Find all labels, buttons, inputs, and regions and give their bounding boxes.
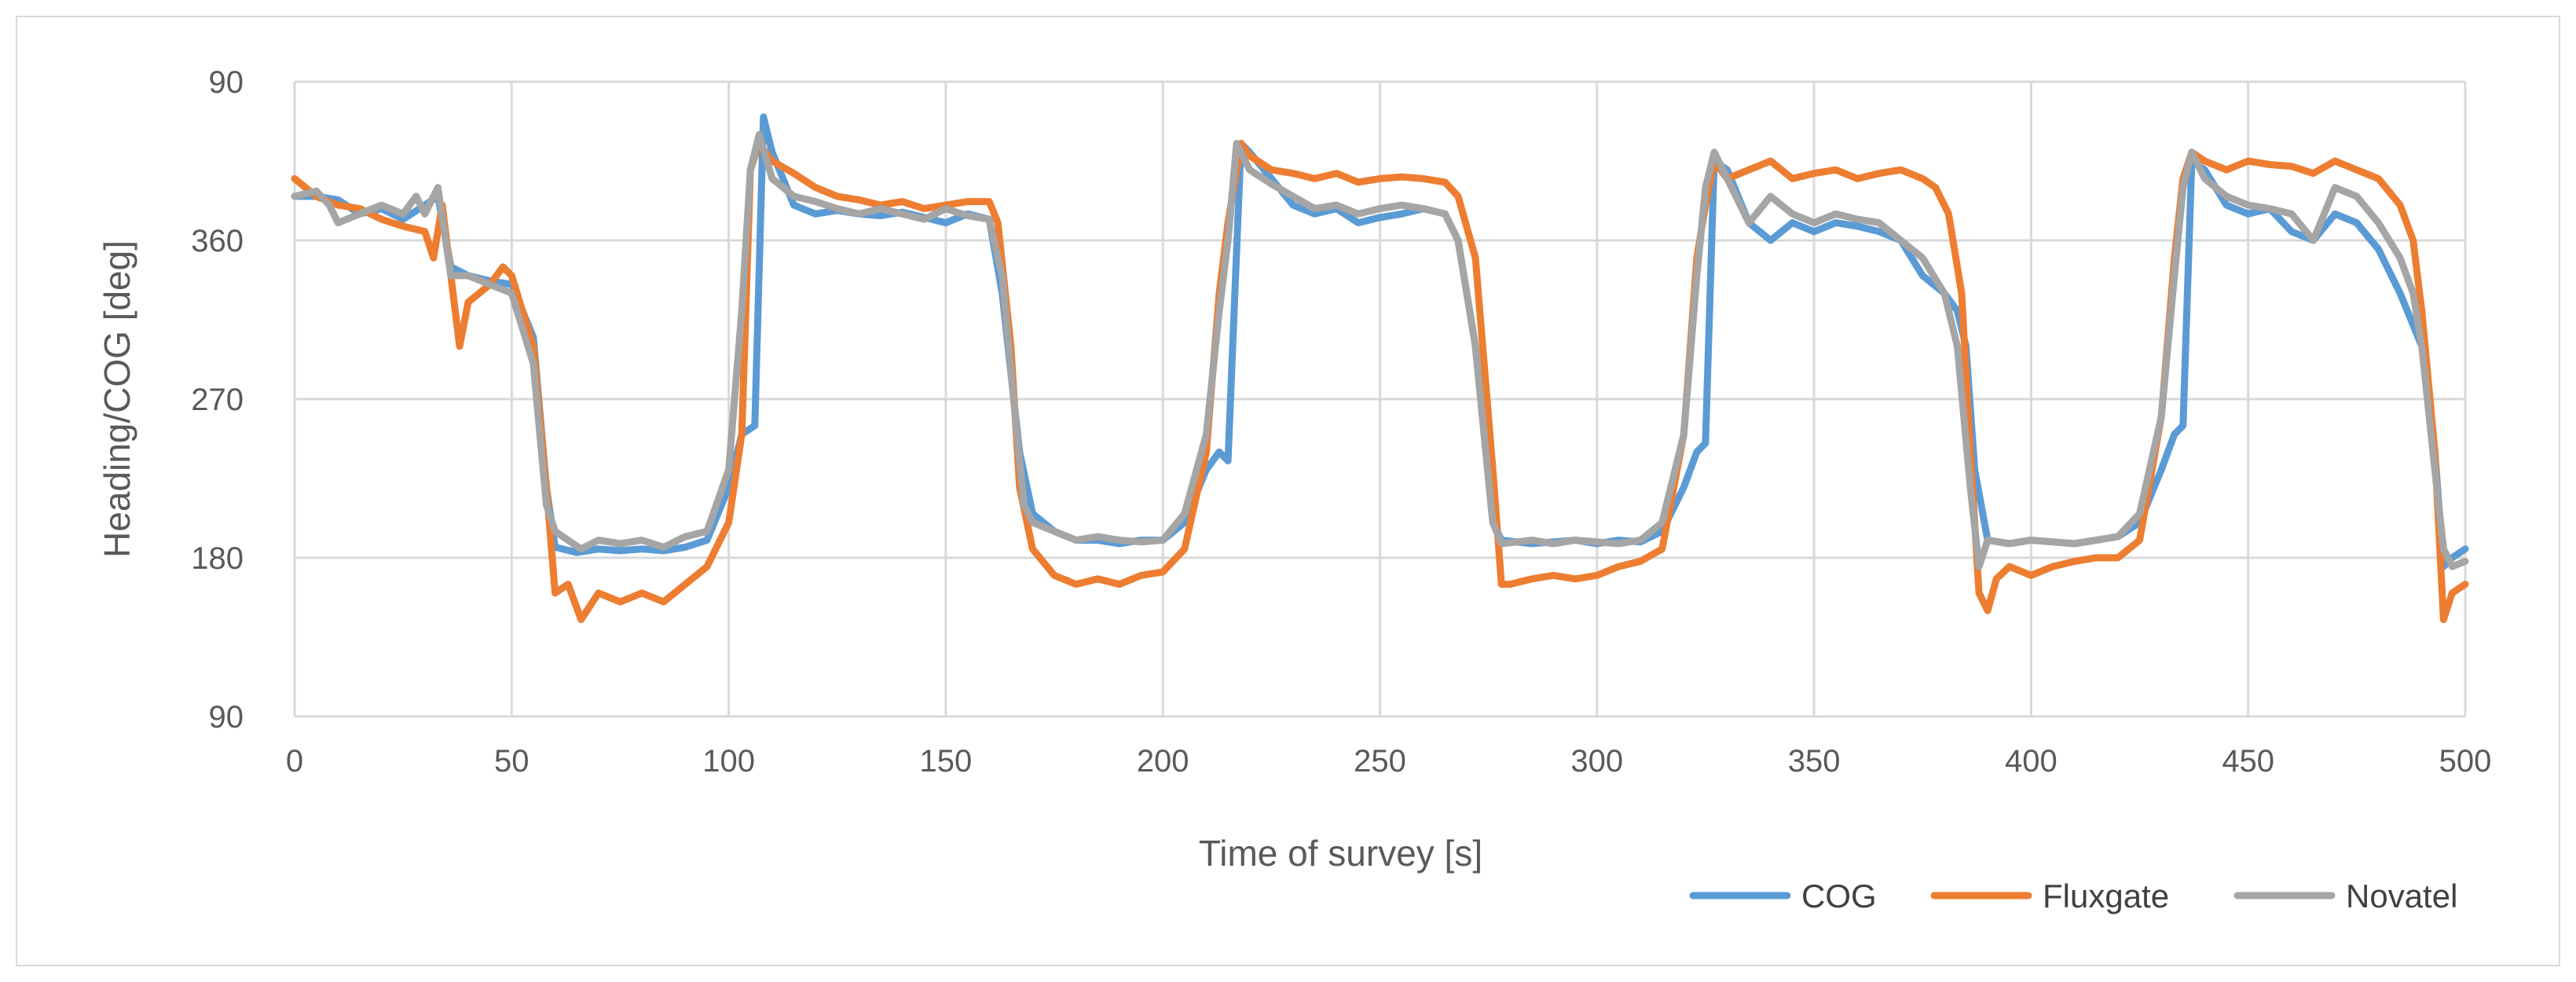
y-tick-label-450: 90 <box>209 65 244 100</box>
x-tick-label-350: 350 <box>1788 744 1841 779</box>
y-tick-label-360: 360 <box>191 224 244 258</box>
tick-labels: 0 50 100 150 200 250 300 350 400 450 500 90 180 270 36… <box>191 65 2491 779</box>
x-tick-label-300: 300 <box>1570 744 1623 779</box>
x-tick-label-500: 500 <box>2439 744 2492 779</box>
legend-label-cog: COG <box>1801 878 1877 914</box>
legend: COG Fluxgate Novatel <box>1689 878 2457 914</box>
x-tick-label-250: 250 <box>1354 744 1406 779</box>
y-tick-label-180: 180 <box>191 541 244 576</box>
x-tick-label-0: 0 <box>286 744 303 779</box>
series-line-fluxgate <box>291 140 2469 624</box>
series-line-novatel <box>291 130 2469 570</box>
x-tick-label-200: 200 <box>1137 744 1189 779</box>
x-tick-label-400: 400 <box>2005 744 2058 779</box>
legend-label-novatel: Novatel <box>2346 878 2457 914</box>
x-tick-label-100: 100 <box>702 744 755 779</box>
gridlines <box>293 80 2467 718</box>
y-tick-label-90: 90 <box>209 700 244 735</box>
x-tick-label-450: 450 <box>2222 744 2274 779</box>
series-line-cog <box>291 113 2469 570</box>
legend-label-fluxgate: Fluxgate <box>2043 878 2169 914</box>
x-tick-label-150: 150 <box>920 744 973 779</box>
x-axis-title: Time of survey [s] <box>1199 833 1482 874</box>
y-tick-label-270: 270 <box>191 383 244 417</box>
y-axis-title: Heading/COG [deg] <box>97 240 137 558</box>
series-lines <box>291 113 2469 624</box>
x-tick-label-50: 50 <box>494 744 529 779</box>
